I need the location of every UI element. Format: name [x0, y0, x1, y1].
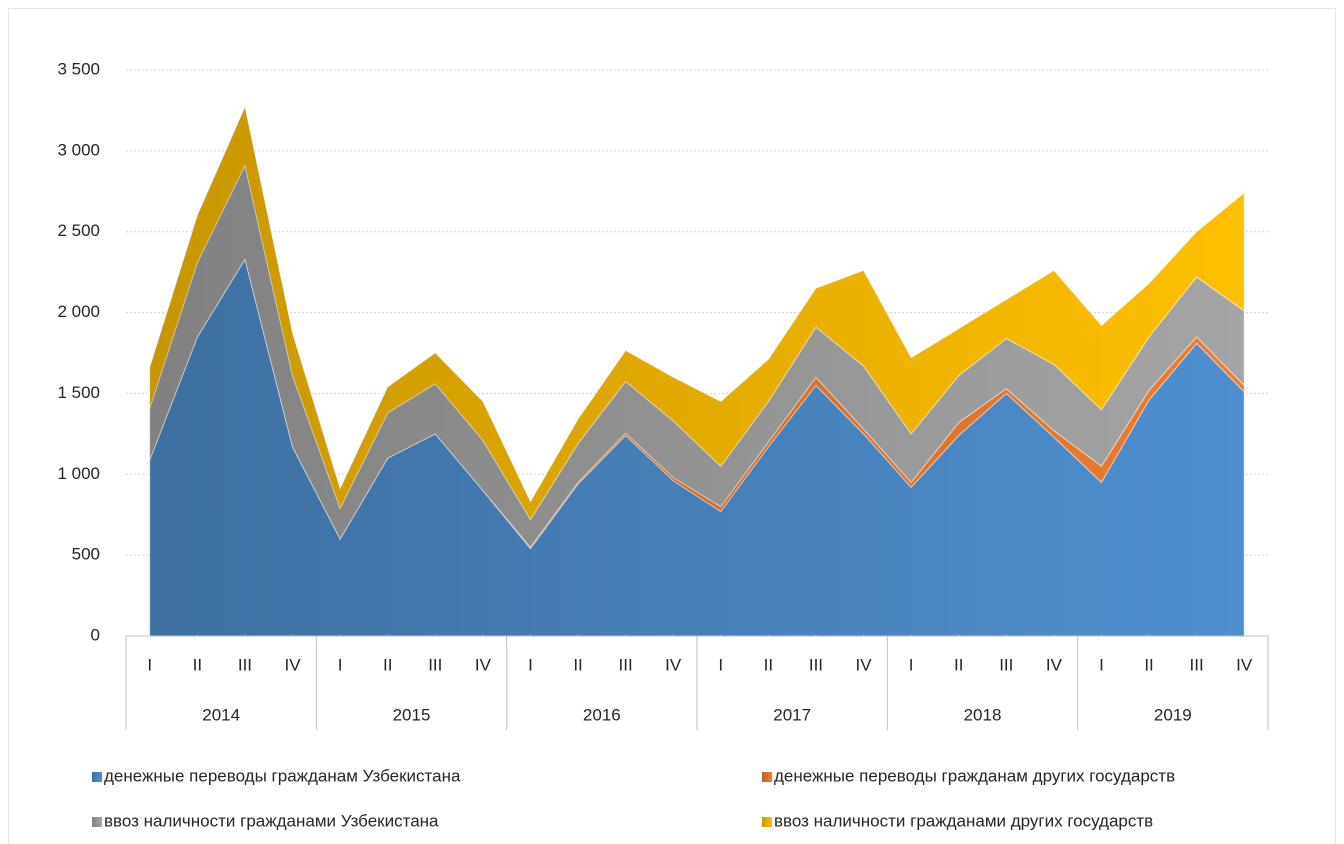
- area-shade: [149, 107, 1245, 520]
- area-shade: [149, 259, 1245, 636]
- x-tick-label: II: [764, 655, 773, 674]
- legend-label: ввоз наличности гражданами других госуда…: [774, 811, 1153, 830]
- x-tick-label: II: [193, 655, 202, 674]
- legend-swatch-shade: [762, 817, 772, 827]
- area-shade: [149, 165, 1245, 548]
- x-group-label: 2017: [773, 705, 811, 724]
- x-tick-label: IV: [1236, 655, 1253, 674]
- x-tick-label: III: [619, 655, 633, 674]
- y-tick-label: 1 500: [57, 383, 100, 402]
- x-tick-label: II: [954, 655, 963, 674]
- y-tick-label: 2 500: [57, 221, 100, 240]
- x-tick-label: III: [1190, 655, 1204, 674]
- legend-label: денежные переводы гражданам других госуд…: [774, 766, 1175, 785]
- x-tick-label: III: [809, 655, 823, 674]
- x-tick-label: I: [147, 655, 152, 674]
- x-tick-label: I: [528, 655, 533, 674]
- y-tick-label: 1 000: [57, 464, 100, 483]
- legend-swatch-shade: [92, 817, 102, 827]
- y-tick-label: 0: [91, 625, 100, 644]
- y-tick-label: 3 500: [57, 59, 100, 78]
- x-tick-label: I: [338, 655, 343, 674]
- x-tick-label: IV: [1046, 655, 1063, 674]
- y-tick-label: 2 000: [57, 302, 100, 321]
- x-tick-label: IV: [665, 655, 682, 674]
- x-tick-label: II: [1144, 655, 1153, 674]
- x-group-label: 2016: [583, 705, 621, 724]
- x-group-label: 2018: [964, 705, 1002, 724]
- x-tick-label: IV: [285, 655, 302, 674]
- legend-label: денежные переводы гражданам Узбекистана: [104, 766, 461, 785]
- x-tick-label: I: [1099, 655, 1104, 674]
- x-tick-label: II: [573, 655, 582, 674]
- y-tick-label: 500: [72, 545, 100, 564]
- x-tick-label: I: [909, 655, 914, 674]
- x-tick-label: IV: [475, 655, 492, 674]
- legend-swatch-shade: [92, 772, 102, 782]
- x-group-label: 2019: [1154, 705, 1192, 724]
- y-tick-label: 3 000: [57, 140, 100, 159]
- x-tick-label: III: [238, 655, 252, 674]
- x-tick-label: III: [428, 655, 442, 674]
- x-group-label: 2014: [202, 705, 240, 724]
- chart-border: [8, 8, 1336, 844]
- x-group-label: 2015: [393, 705, 431, 724]
- legend-label: ввоз наличности гражданами Узбекистана: [104, 811, 439, 830]
- legend-swatch-shade: [762, 772, 772, 782]
- x-tick-label: IV: [856, 655, 873, 674]
- x-tick-label: II: [383, 655, 392, 674]
- x-tick-label: I: [718, 655, 723, 674]
- x-tick-label: III: [999, 655, 1013, 674]
